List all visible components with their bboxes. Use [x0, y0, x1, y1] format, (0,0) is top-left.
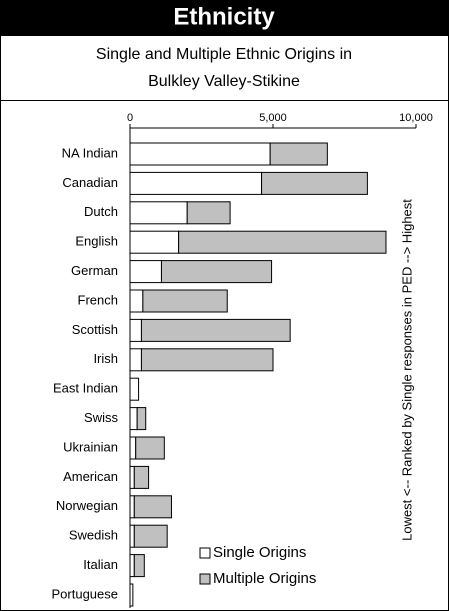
y-tick-label: Swiss — [84, 410, 118, 425]
bar — [129, 171, 263, 195]
bar — [140, 318, 291, 342]
bar — [129, 583, 134, 607]
bar — [129, 142, 271, 166]
y-tick-label: Irish — [93, 351, 118, 366]
legend-label: Single Origins — [213, 544, 306, 561]
bar — [129, 465, 135, 489]
bar — [129, 289, 144, 313]
y-tick-label: Norwegian — [56, 498, 118, 513]
y-tick-label: Ukrainian — [63, 439, 118, 454]
legend-swatch — [199, 547, 211, 559]
y-tick-label: Italian — [83, 557, 118, 572]
y-tick-label: German — [71, 263, 118, 278]
x-tick-label: 10,000 — [399, 112, 433, 124]
subtitle: Bulkley Valley-Stikine — [148, 73, 300, 90]
bar — [133, 524, 168, 548]
y-tick-label: NA Indian — [62, 145, 118, 160]
bar — [129, 201, 188, 225]
legend-label: Multiple Origins — [213, 570, 316, 587]
chart-title: Ethnicity — [173, 3, 275, 30]
x-tick-label: 5,000 — [259, 112, 287, 124]
bar — [129, 554, 135, 578]
bar — [261, 171, 368, 195]
x-tick-label: 0 — [127, 112, 133, 124]
y-tick-label: English — [75, 234, 118, 249]
bar — [142, 289, 228, 313]
bar — [136, 407, 147, 431]
bar — [160, 260, 273, 284]
bar — [133, 465, 150, 489]
bar — [129, 318, 142, 342]
bar — [140, 348, 274, 372]
y-tick-label: Dutch — [84, 204, 118, 219]
bar — [133, 554, 145, 578]
bar — [129, 436, 137, 460]
header-band — [0, 0, 449, 36]
bar — [129, 377, 140, 401]
subtitle: Single and Multiple Ethnic Origins in — [96, 46, 352, 63]
y-tick-label: Scottish — [72, 322, 118, 337]
side-label: Lowest <-- Ranked by Single responses in… — [399, 199, 414, 541]
y-tick-label: East Indian — [53, 381, 118, 396]
bar — [133, 495, 172, 519]
bar — [178, 230, 387, 254]
bar — [129, 524, 135, 548]
bar — [129, 230, 180, 254]
bar — [129, 495, 135, 519]
y-tick-label: Canadian — [62, 175, 118, 190]
legend-swatch — [199, 573, 211, 585]
y-tick-label: American — [63, 469, 118, 484]
y-tick-label: Portuguese — [52, 586, 119, 601]
bar — [269, 142, 328, 166]
bar — [129, 260, 162, 284]
y-tick-label: Swedish — [69, 528, 118, 543]
bar — [129, 348, 142, 372]
bar — [129, 407, 138, 431]
bar — [135, 436, 165, 460]
y-tick-label: French — [78, 292, 118, 307]
bar — [186, 201, 231, 225]
